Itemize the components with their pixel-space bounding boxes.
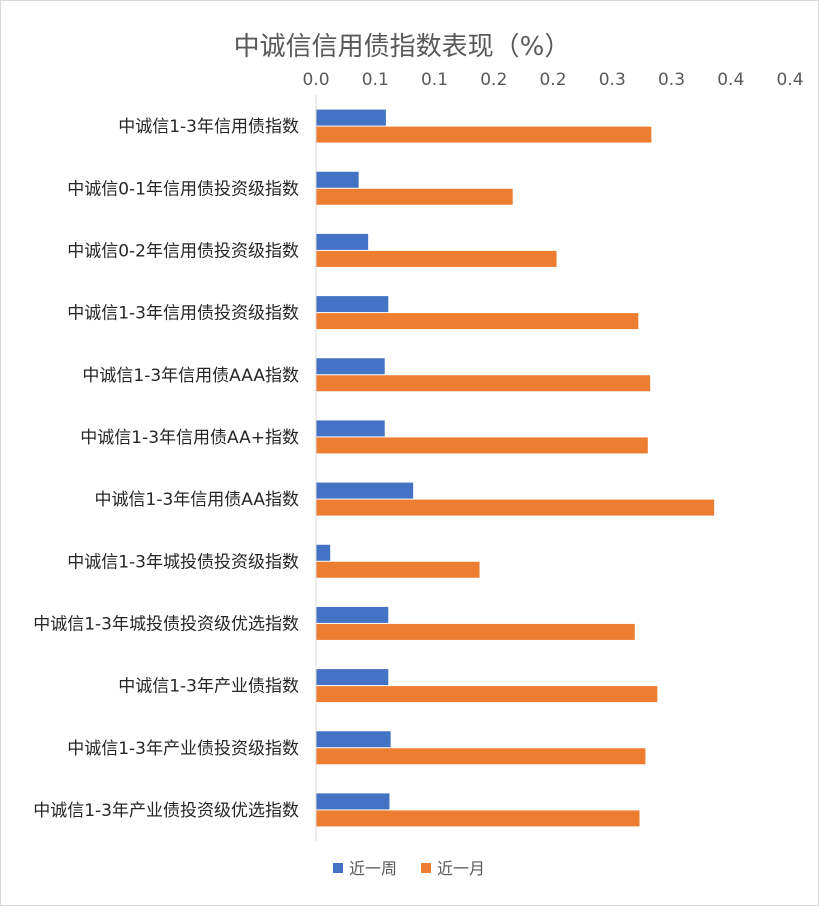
bar-week [316,482,414,499]
x-tick-label: 0.3 [658,70,685,90]
category-label: 中诚信0-1年信用债投资级指数 [67,179,299,199]
bar-group [316,669,658,703]
x-tick-label: 0.4 [776,70,803,90]
x-tick-label: 0.2 [480,70,507,90]
bar-month [316,623,635,640]
bar-group [316,606,635,640]
legend-label-week: 近一周 [349,859,397,878]
x-axis-ticks: 0.0 0.1 0.1 0.2 0.2 0.3 0.3 0.4 0.4 [302,70,803,90]
category-label: 中诚信1-3年城投债投资级优选指数 [33,614,299,634]
bar-month [316,437,648,454]
bar-month [316,810,640,827]
x-tick-label: 0.0 [302,70,329,90]
x-tick-label: 0.2 [539,70,566,90]
bar-group [316,358,651,392]
bar-group [316,793,640,827]
bar-month [316,686,658,703]
chart-title: 中诚信信用债指数表现（%） [234,32,571,62]
bar-week [316,669,389,686]
bar-week [316,296,389,313]
bar-group [316,171,513,205]
category-labels: 中诚信1-3年信用债指数中诚信0-1年信用债投资级指数中诚信0-2年信用债投资级… [33,117,299,821]
bar-group [316,109,652,143]
bar-month [316,375,651,392]
bar-month [316,499,715,516]
category-label: 中诚信1-3年产业债投资级优选指数 [33,801,299,821]
bar-group [316,233,557,267]
category-label: 中诚信1-3年信用债投资级指数 [67,304,299,324]
bar-week [316,606,389,623]
bar-week [316,544,331,561]
bar-month [316,250,557,267]
legend: 近一周 近一月 [333,859,485,878]
category-label: 中诚信1-3年信用债AAA指数 [82,366,299,386]
category-label: 中诚信1-3年信用债AA+指数 [80,428,299,448]
legend-swatch-week [333,863,343,873]
x-tick-label: 0.1 [362,70,389,90]
bar-week [316,358,385,375]
x-tick-label: 0.4 [717,70,744,90]
bar-week [316,420,385,437]
category-label: 中诚信1-3年产业债指数 [118,677,299,697]
category-label: 中诚信1-3年城投债投资级指数 [67,552,299,572]
bar-month [316,748,646,765]
category-label: 中诚信1-3年产业债投资级指数 [67,739,299,759]
bar-group [316,544,480,578]
bar-group [316,296,639,330]
bar-week [316,171,359,188]
x-tick-label: 0.1 [421,70,448,90]
bar-month [316,313,639,330]
legend-label-month: 近一月 [437,859,485,878]
bar-month [316,561,480,578]
category-label: 中诚信1-3年信用债AA指数 [95,490,300,510]
bar-week [316,109,386,126]
bar-groups [316,109,715,827]
category-label: 中诚信0-2年信用债投资级指数 [67,241,299,261]
bar-week [316,233,369,250]
category-label: 中诚信1-3年信用债指数 [118,117,299,137]
bar-week [316,793,390,810]
x-tick-label: 0.3 [599,70,626,90]
bar-week [316,731,391,748]
bar-month [316,188,513,205]
bar-group [316,731,646,765]
bar-group [316,482,715,516]
bar-month [316,126,652,143]
legend-swatch-month [421,863,431,873]
bar-group [316,420,648,454]
